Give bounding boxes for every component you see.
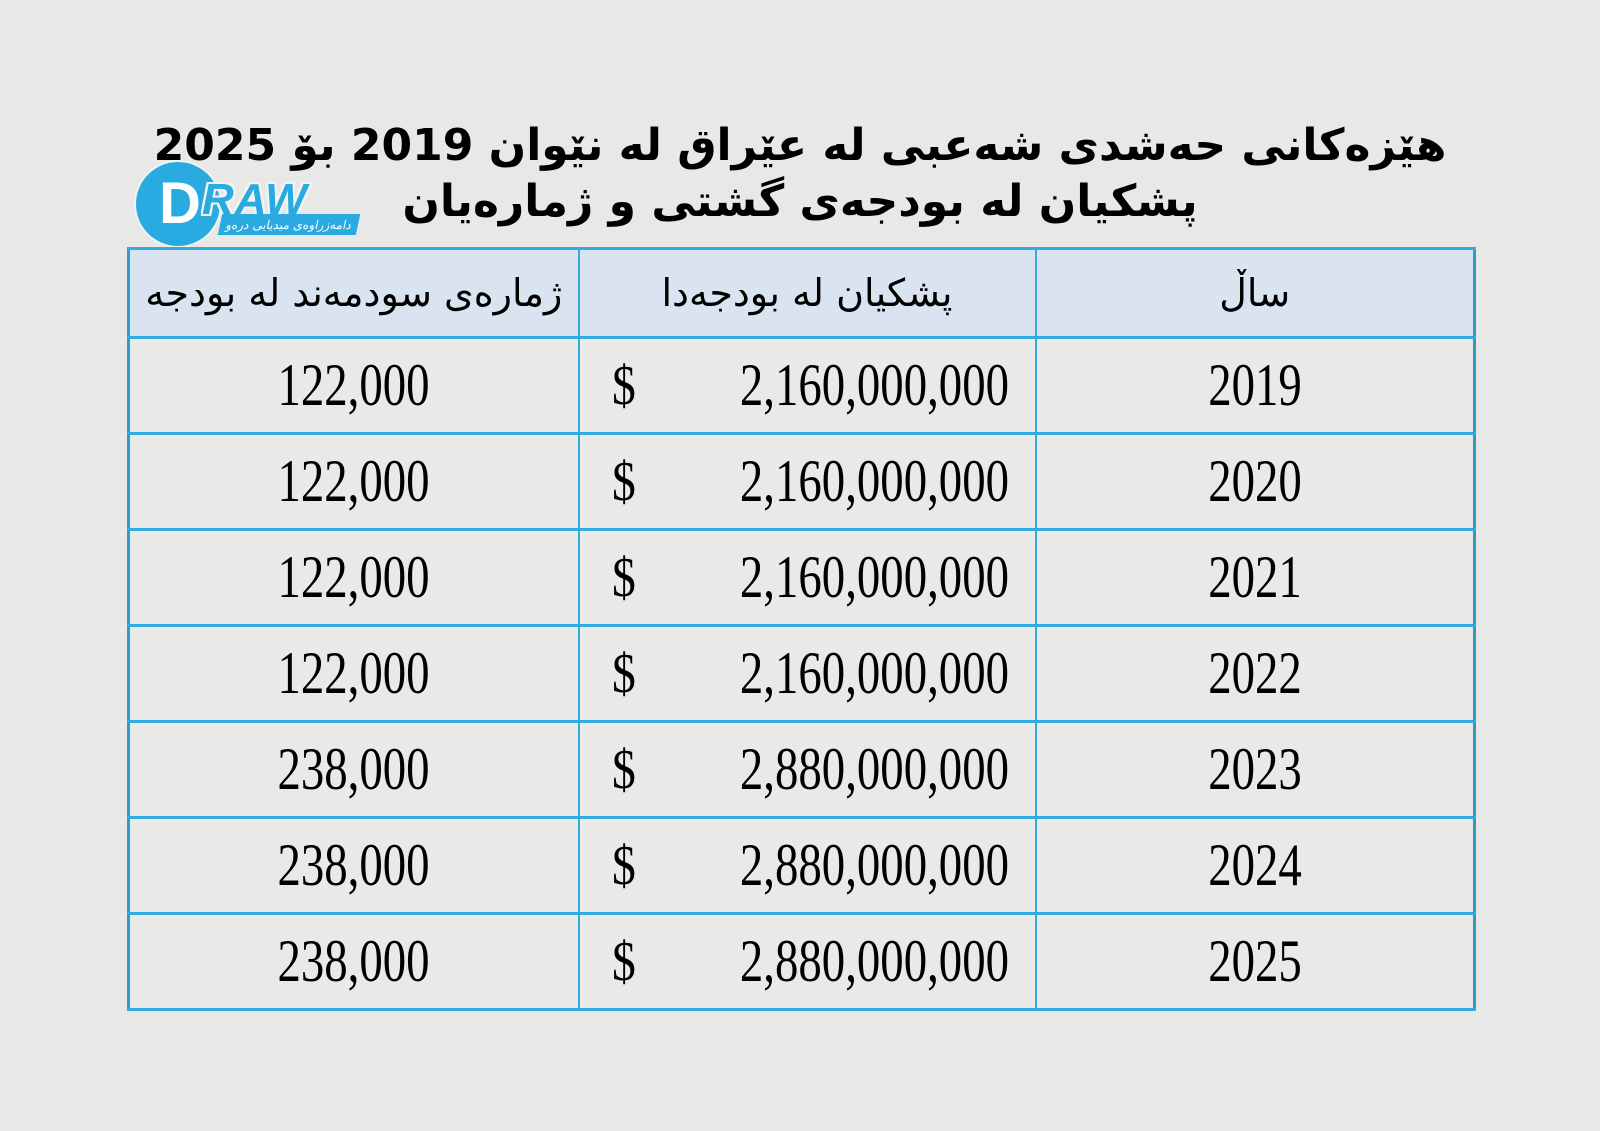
header-beneficiaries: ژمارەی سودمەند لە بودجە [127,247,580,339]
beneficiaries-value: 122,000 [277,544,430,610]
beneficiaries-value: 122,000 [277,640,430,706]
budget-table: ژمارەی سودمەند لە بودجە پشکیان لە بودجەد… [127,247,1476,1011]
beneficiaries-value: 238,000 [277,832,430,898]
budget-value: 2,880,000,000 [739,928,1009,994]
beneficiaries-cell: 122,000 [127,624,580,723]
header-budget-share: پشکیان لە بودجەدا [577,247,1037,339]
currency-symbol: $ [611,738,636,801]
currency-symbol: $ [611,354,636,417]
budget-value: 2,160,000,000 [739,544,1009,610]
year-cell: 2025 [1034,912,1476,1011]
budget-cell: $2,880,000,000 [577,720,1037,819]
year-cell: 2022 [1034,624,1476,723]
year-cell: 2024 [1034,816,1476,915]
budget-cell: $2,160,000,000 [577,336,1037,435]
beneficiaries-value: 238,000 [277,928,430,994]
beneficiaries-value: 122,000 [277,352,430,418]
table-row: 122,000 $2,160,000,000 2022 [127,624,1476,723]
year-value: 2025 [1207,928,1302,994]
title-line-1: هێزەکانی حەشدی شەعبی لە عێراق لە نێوان 2… [153,120,1447,171]
year-value: 2022 [1207,640,1302,706]
budget-value: 2,880,000,000 [739,832,1009,898]
year-value: 2023 [1207,736,1302,802]
beneficiaries-cell: 122,000 [127,528,580,627]
logo-letter-d: D [159,171,201,236]
table-row: 238,000 $2,880,000,000 2024 [127,816,1476,915]
budget-value: 2,160,000,000 [739,352,1009,418]
table-row: 238,000 $2,880,000,000 2023 [127,720,1476,819]
beneficiaries-cell: 122,000 [127,432,580,531]
budget-value: 2,160,000,000 [739,448,1009,514]
table-row: 122,000 $2,160,000,000 2021 [127,528,1476,627]
table-row: 238,000 $2,880,000,000 2025 [127,912,1476,1011]
year-value: 2019 [1207,352,1302,418]
beneficiaries-cell: 238,000 [127,912,580,1011]
currency-symbol: $ [611,546,636,609]
year-cell: 2020 [1034,432,1476,531]
budget-value: 2,160,000,000 [739,640,1009,706]
table-row: 122,000 $2,160,000,000 2019 [127,336,1476,435]
table-header-row: ژمارەی سودمەند لە بودجە پشکیان لە بودجەد… [127,247,1476,339]
budget-cell: $2,160,000,000 [577,528,1037,627]
currency-symbol: $ [611,450,636,513]
table-row: 122,000 $2,160,000,000 2020 [127,432,1476,531]
year-value: 2021 [1207,544,1302,610]
logo-circle-icon: D [136,162,220,246]
beneficiaries-cell: 238,000 [127,720,580,819]
budget-cell: $2,880,000,000 [577,912,1037,1011]
draw-logo: D RAW دامەزراوەی میدیایی درەو [136,158,376,248]
beneficiaries-cell: 238,000 [127,816,580,915]
year-cell: 2023 [1034,720,1476,819]
year-value: 2020 [1207,448,1302,514]
title-line-2: پشکیان لە بودجەی گشتی و ژمارەیان [402,176,1198,228]
currency-symbol: $ [611,834,636,897]
year-cell: 2021 [1034,528,1476,627]
budget-cell: $2,160,000,000 [577,624,1037,723]
currency-symbol: $ [611,930,636,993]
year-value: 2024 [1207,832,1302,898]
beneficiaries-value: 122,000 [277,448,430,514]
year-cell: 2019 [1034,336,1476,435]
page-title: هێزەکانی حەشدی شەعبی لە عێراق لە نێوان 2… [127,118,1473,231]
beneficiaries-cell: 122,000 [127,336,580,435]
budget-cell: $2,880,000,000 [577,816,1037,915]
beneficiaries-value: 238,000 [277,736,430,802]
header-year: ساڵ [1034,247,1476,339]
budget-value: 2,880,000,000 [739,736,1009,802]
currency-symbol: $ [611,642,636,705]
budget-cell: $2,160,000,000 [577,432,1037,531]
